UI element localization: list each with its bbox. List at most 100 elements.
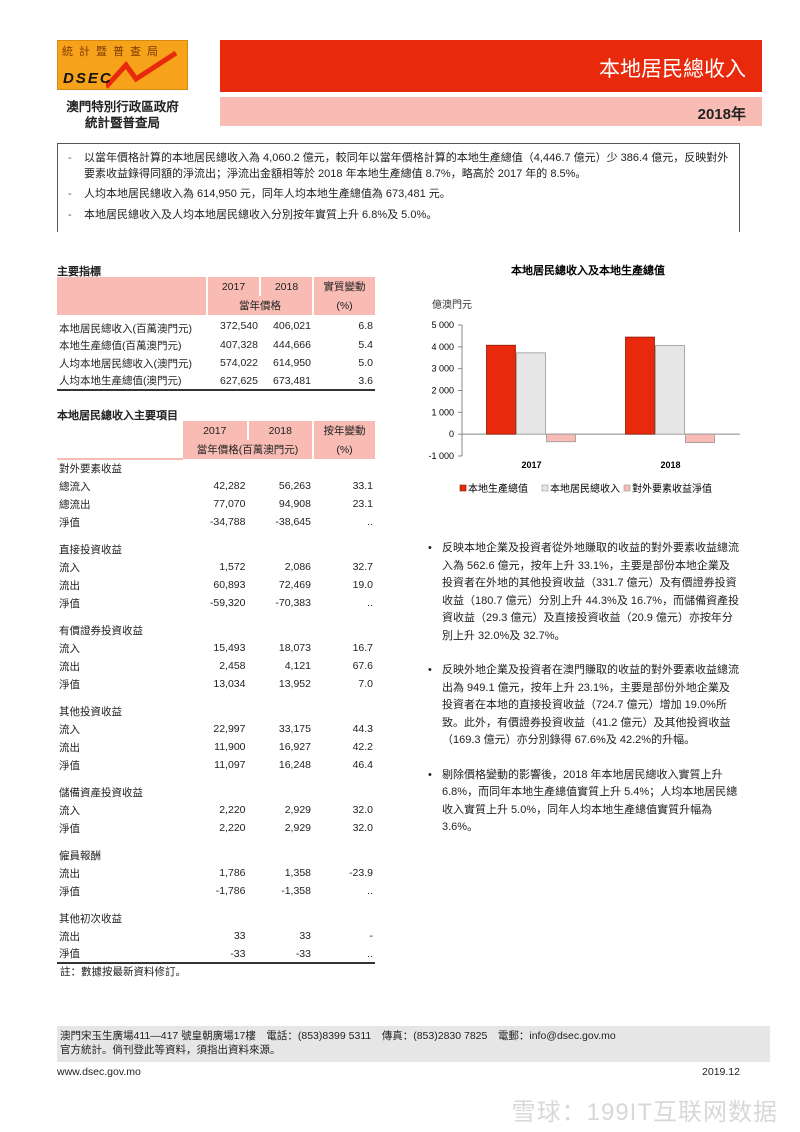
cell-value: 16.7 (352, 642, 373, 654)
row-label: 淨值 (59, 885, 80, 898)
col-unit: (%) (312, 440, 375, 459)
group-title: 其他初次收益 (59, 912, 122, 925)
bar-2018-2 (685, 433, 715, 444)
cell-value: 2,220 (219, 804, 246, 816)
group-title: 有價證券投資收益 (59, 624, 143, 637)
cell-value: -34,788 (209, 516, 246, 528)
cell-value: 372,540 (220, 319, 258, 332)
row-label: 流出 (59, 579, 80, 592)
cell-value: .. (367, 947, 373, 960)
col-sub: 當年價格 (206, 296, 313, 315)
group-header: 對外要素收益 (57, 459, 375, 477)
key-indicators-table: 2017 2018 實質變動 當年價格 (%) 本地居民總收入(百萬澳門元) 372,5… (57, 277, 375, 391)
legend-swatch (459, 484, 467, 492)
cell-value: 22,997 (213, 723, 246, 735)
group-title: 對外要素收益 (59, 463, 122, 475)
cell-value: 44.3 (352, 723, 373, 735)
cell-value: 19.0 (352, 579, 373, 591)
table-row: 流入 22,997 33,175 44.3 (57, 720, 375, 738)
cell-value: 32.7 (352, 561, 373, 573)
col-2018: 2018 (246, 421, 313, 440)
footer-contact: 澳門宋玉生廣場411—417 號皇朝廣場17樓 電話：(853)8399 531… (57, 1026, 770, 1062)
cell-value: 4,121 (284, 660, 311, 672)
table-row: 淨值 13,034 13,952 7.0 (57, 675, 375, 693)
bar-2017-1 (516, 352, 546, 435)
y-tick-label: 2 000 (431, 386, 454, 396)
row-label: 流出 (59, 741, 80, 754)
table-row: 流入 2,220 2,929 32.0 (57, 801, 375, 819)
bar-2018-1 (655, 345, 685, 435)
cell-value: -33 (295, 947, 311, 960)
cell-value: -23.9 (349, 867, 373, 879)
cell-value: 2,086 (284, 561, 311, 573)
table-row: 總流入 42,282 56,263 33.1 (57, 477, 375, 495)
table-row: 流出 2,458 4,121 67.6 (57, 657, 375, 675)
cell-value: 1,358 (284, 867, 311, 879)
legend-swatch (541, 484, 549, 492)
cell-value: 42.2 (352, 741, 373, 753)
cell-value: 23.1 (352, 498, 373, 510)
legend-swatch (623, 484, 631, 492)
y-tick-label: 3 000 (431, 364, 454, 374)
logo-top-text: 統計暨普查局 (62, 46, 164, 58)
spacer (57, 774, 375, 783)
row-label: 淨值 (59, 948, 80, 960)
cell-value: 77,070 (213, 498, 246, 510)
cell-value: 444,666 (273, 339, 311, 351)
row-label: 淨值 (59, 597, 80, 610)
spacer (57, 612, 375, 621)
chart-title: 本地居民總收入及本地生產總值 (511, 263, 665, 277)
cell-value: 60,893 (213, 579, 246, 591)
table-row: 淨值 -34,788 -38,645.. (57, 513, 375, 531)
cell-value: 16,927 (278, 741, 311, 753)
cell-value: -38,645 (275, 516, 311, 528)
y-tick-label: 5 000 (431, 320, 454, 330)
col-2017: 2017 (206, 277, 260, 296)
cell-value: -1,358 (281, 885, 311, 897)
cell-value: 11,900 (214, 741, 246, 753)
cell-value: 46.4 (352, 759, 373, 771)
row-label: 總流出 (59, 498, 91, 511)
cell-value: 673,481 (273, 374, 311, 387)
agency-name-2: 統計暨普查局 (84, 116, 160, 130)
cell-value: 32.0 (352, 804, 373, 816)
cell-value: 2,458 (219, 660, 246, 672)
bullet-text: 反映本地企業及投資者從外地賺取的收益的對外要素收益總流入為 562.6 億元，按… (442, 542, 740, 642)
cell-value: 7.0 (358, 678, 373, 690)
cell-value: .. (367, 597, 373, 609)
cell-value: 16,248 (278, 759, 311, 771)
cell-value: 67.6 (352, 660, 373, 672)
cell-value: 2,220 (219, 822, 246, 834)
table-row: 總流出 77,070 94,908 23.1 (57, 495, 375, 513)
table-note: 註：數據按最新資料修訂。 (60, 966, 186, 978)
website-link[interactable]: www.dsec.gov.mo (57, 1066, 141, 1078)
col-2017: 2017 (181, 421, 248, 440)
table-row: 流出 33 33 - (57, 927, 375, 945)
table-row: 流出 1,786 1,358 -23.9 (57, 864, 375, 882)
row-label: 流出 (59, 930, 80, 943)
bullet-text: 反映外地企業及投資者在澳門賺取的收益的對外要素收益總流出為 949.1 億元，按… (442, 664, 739, 746)
cell-value: -59,320 (209, 597, 246, 609)
cell-value: 13,952 (278, 678, 311, 690)
legend-label: 本地生產總值 (468, 482, 528, 495)
spacer (57, 837, 375, 846)
row-label: 人均本地生產總值(澳門元) (59, 375, 182, 387)
group-header: 其他初次收益 (57, 909, 375, 927)
y-tick-label: -1 000 (428, 451, 454, 461)
cell-value: - (369, 930, 374, 942)
cell-value: -70,383 (275, 597, 311, 609)
cell-value: 13,034 (213, 678, 246, 690)
cell-value: 3.6 (358, 374, 373, 387)
cell-value: 18,073 (278, 642, 311, 654)
cell-value: 5.4 (358, 339, 373, 351)
cell-value: 33.1 (352, 480, 373, 492)
table-row: 淨值 2,220 2,929 32.0 (57, 819, 375, 837)
logo-text: DSEC (63, 70, 113, 87)
bullet-text: 剔除價格變動的影響後，2018 年本地居民總收入實質上升 6.8%，而同年本地生… (442, 768, 738, 834)
table-row: 人均本地生產總值(澳門元) 627,625 673,481 3.6 (57, 372, 375, 390)
row-label: 本地生產總值(百萬澳門元) (59, 339, 182, 352)
cell-value: 627,625 (220, 374, 258, 387)
cell-value: 42,282 (213, 480, 246, 492)
group-title: 儲備資產投資收益 (59, 786, 143, 799)
bar-2017-0 (486, 344, 516, 435)
